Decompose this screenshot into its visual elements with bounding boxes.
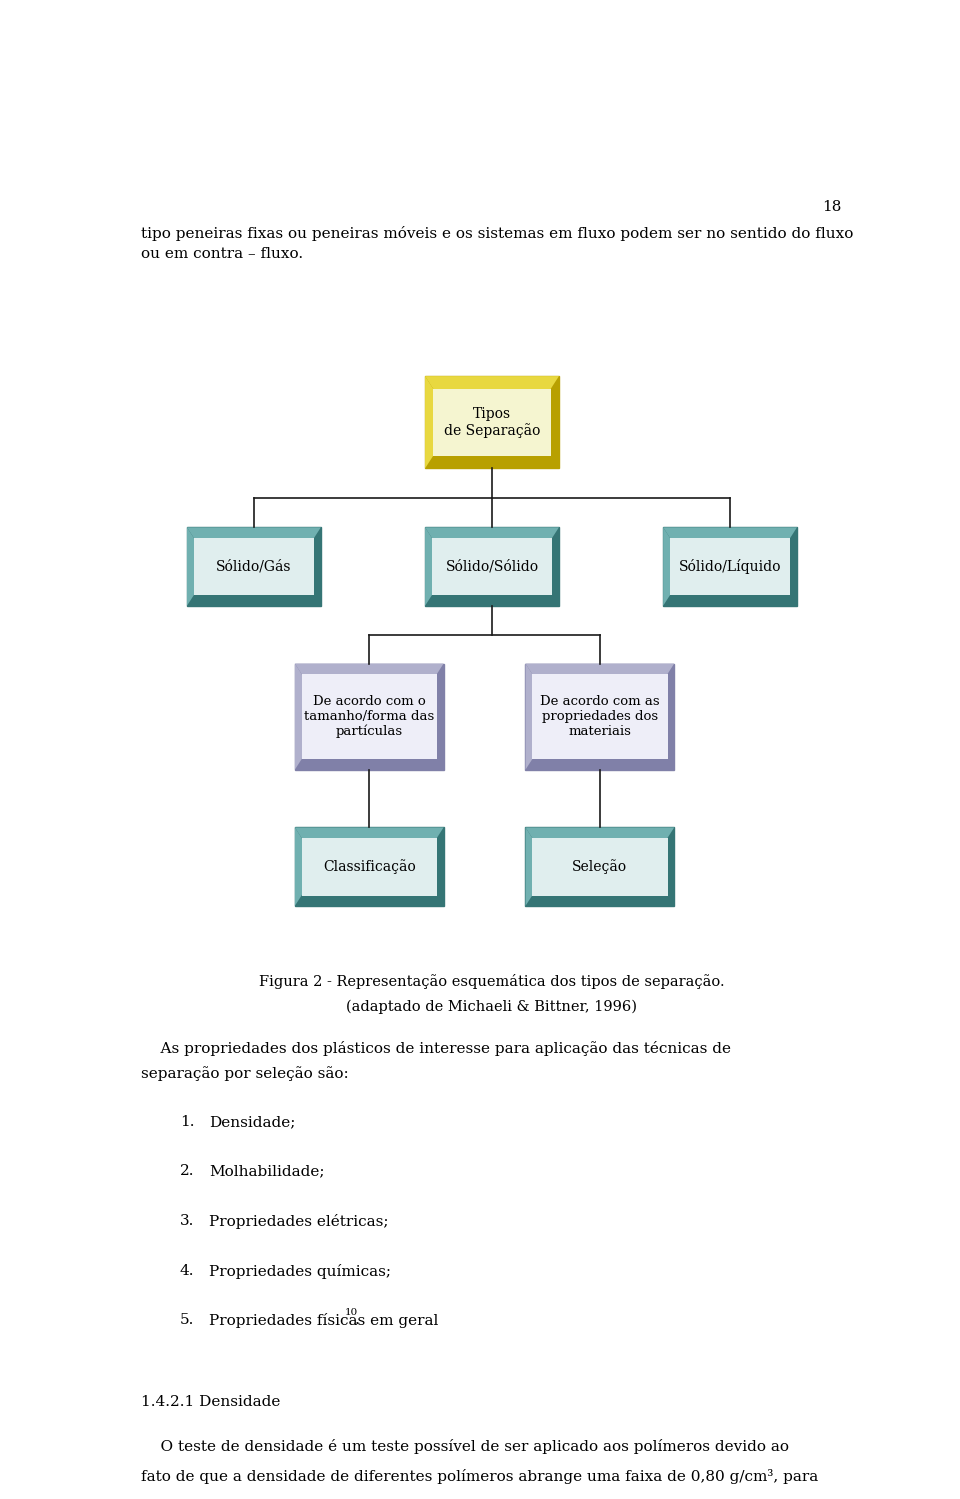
Text: .: . <box>354 1313 359 1327</box>
Text: 4.: 4. <box>180 1264 194 1277</box>
Text: Figura 2 - Representação esquemática dos tipos de separação.: Figura 2 - Representação esquemática dos… <box>259 974 725 989</box>
Polygon shape <box>532 838 667 895</box>
Polygon shape <box>295 664 444 684</box>
Text: separação por seleção são:: separação por seleção são: <box>141 1066 348 1081</box>
Polygon shape <box>432 538 552 595</box>
Polygon shape <box>295 827 444 848</box>
Text: De acordo com as
propriedades dos
materiais: De acordo com as propriedades dos materi… <box>540 696 660 738</box>
Polygon shape <box>532 675 667 760</box>
Text: 18: 18 <box>823 199 842 213</box>
Text: 10: 10 <box>346 1307 358 1316</box>
Polygon shape <box>670 538 790 595</box>
Polygon shape <box>187 528 321 549</box>
Polygon shape <box>295 664 308 769</box>
Polygon shape <box>433 388 551 456</box>
Polygon shape <box>525 827 674 848</box>
Text: O teste de densidade é um teste possível de ser aplicado aos polímeros devido ao: O teste de densidade é um teste possível… <box>141 1439 789 1454</box>
Polygon shape <box>525 664 674 684</box>
Text: 3.: 3. <box>180 1214 194 1228</box>
Text: Densidade;: Densidade; <box>209 1115 296 1129</box>
Polygon shape <box>295 827 308 905</box>
Polygon shape <box>301 838 437 895</box>
Polygon shape <box>425 376 559 468</box>
Text: ou em contra – fluxo.: ou em contra – fluxo. <box>141 247 303 261</box>
Polygon shape <box>525 827 539 905</box>
Polygon shape <box>663 528 677 606</box>
Polygon shape <box>525 664 539 769</box>
Text: Propriedades físicas em geral: Propriedades físicas em geral <box>209 1313 439 1328</box>
Text: Tipos
de Separação: Tipos de Separação <box>444 406 540 438</box>
Polygon shape <box>194 538 314 595</box>
Text: (adaptado de Michaeli & Bittner, 1996): (adaptado de Michaeli & Bittner, 1996) <box>347 1000 637 1013</box>
Text: 2.: 2. <box>180 1165 194 1178</box>
Text: As propriedades dos plásticos de interesse para aplicação das técnicas de: As propriedades dos plásticos de interes… <box>141 1040 731 1055</box>
Text: De acordo com o
tamanho/forma das
partículas: De acordo com o tamanho/forma das partíc… <box>304 696 434 739</box>
Text: Propriedades químicas;: Propriedades químicas; <box>209 1264 392 1279</box>
Polygon shape <box>301 675 437 760</box>
Polygon shape <box>295 664 444 769</box>
Polygon shape <box>187 528 321 606</box>
Text: Sólido/Líquido: Sólido/Líquido <box>679 559 781 574</box>
Polygon shape <box>525 664 674 769</box>
Polygon shape <box>663 528 797 549</box>
Polygon shape <box>425 528 559 549</box>
Text: tipo peneiras fixas ou peneiras móveis e os sistemas em fluxo podem ser no senti: tipo peneiras fixas ou peneiras móveis e… <box>141 226 853 241</box>
Polygon shape <box>187 528 201 606</box>
Polygon shape <box>425 528 559 606</box>
Polygon shape <box>295 827 444 905</box>
Text: Sólido/Gás: Sólido/Gás <box>216 559 292 574</box>
Polygon shape <box>525 827 674 905</box>
Polygon shape <box>663 528 797 606</box>
Text: 5.: 5. <box>180 1313 194 1327</box>
Text: fato de que a densidade de diferentes polímeros abrange uma faixa de 0,80 g/cm³,: fato de que a densidade de diferentes po… <box>141 1469 818 1484</box>
Text: 1.4.2.1 Densidade: 1.4.2.1 Densidade <box>141 1396 280 1409</box>
Polygon shape <box>425 376 442 468</box>
Text: Classificação: Classificação <box>323 859 416 874</box>
Text: Sólido/Sólido: Sólido/Sólido <box>445 559 539 574</box>
Text: Seleção: Seleção <box>572 859 628 874</box>
Polygon shape <box>425 376 559 402</box>
Text: 1.: 1. <box>180 1115 194 1129</box>
Text: Molhabilidade;: Molhabilidade; <box>209 1165 324 1178</box>
Text: Propriedades elétricas;: Propriedades elétricas; <box>209 1214 389 1229</box>
Polygon shape <box>425 528 439 606</box>
